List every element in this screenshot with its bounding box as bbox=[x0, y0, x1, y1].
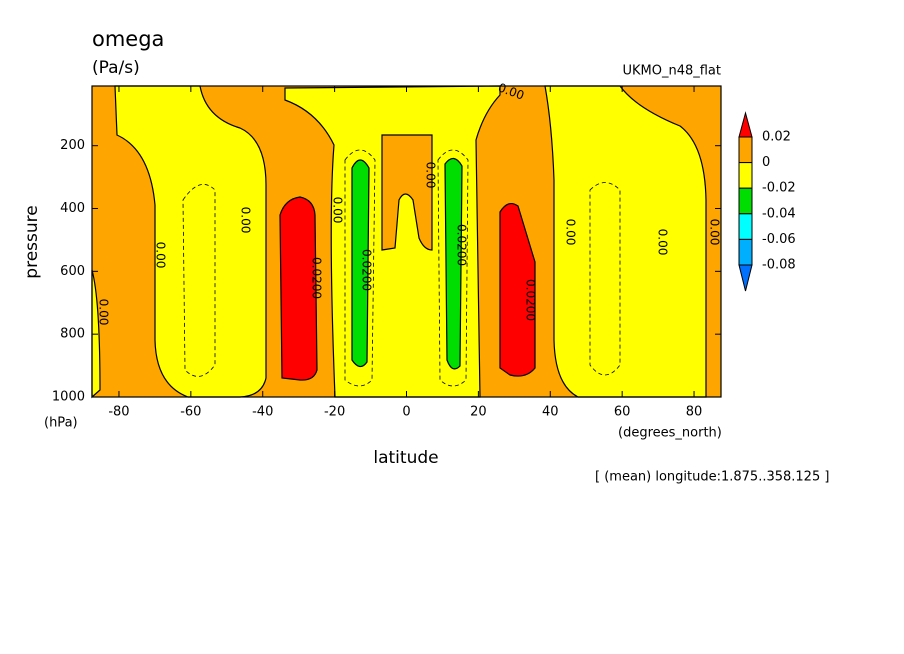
colorbar-label: 0.02 bbox=[762, 130, 791, 145]
x-tick-label: 40 bbox=[542, 405, 559, 420]
y-tick-label: 800 bbox=[60, 327, 85, 342]
contour-fill bbox=[381, 134, 433, 251]
colorbar-label: -0.02 bbox=[762, 181, 796, 196]
contour-label: 0.00 bbox=[239, 207, 253, 234]
colorbar-cell bbox=[738, 238, 753, 266]
contour-fill bbox=[351, 159, 370, 368]
y-units: (hPa) bbox=[44, 416, 78, 431]
contour-fill bbox=[91, 269, 101, 399]
colorbar-label: -0.06 bbox=[762, 232, 796, 247]
y-tick-label: 400 bbox=[60, 201, 85, 216]
contour-label: 0.00 bbox=[564, 219, 578, 246]
colorbar-cell bbox=[738, 264, 753, 292]
colorbar-label: -0.08 bbox=[762, 258, 796, 273]
colorbar-cell bbox=[738, 136, 753, 164]
x-tick-label: 60 bbox=[614, 405, 631, 420]
x-tick-label: 20 bbox=[470, 405, 487, 420]
y-tick-label: 600 bbox=[60, 264, 85, 279]
dataset-label: UKMO_n48_flat bbox=[622, 64, 721, 79]
colorbar-cell bbox=[738, 187, 753, 215]
y-tick-label: 1000 bbox=[52, 390, 85, 405]
y-axis-label: pressure bbox=[22, 205, 42, 278]
contour-label: 0.00 bbox=[656, 229, 670, 256]
contour-label: 0.0200 bbox=[524, 279, 538, 321]
contour-fill bbox=[444, 157, 463, 370]
colorbar-cell bbox=[738, 162, 753, 189]
contour-fill bbox=[279, 196, 318, 381]
x-tick-label: -60 bbox=[180, 405, 201, 420]
y-tick-label: 200 bbox=[60, 138, 85, 153]
colorbar-label: -0.04 bbox=[762, 206, 796, 221]
contour-label: 0.00 bbox=[154, 242, 168, 269]
x-axis-label: latitude bbox=[373, 448, 438, 468]
contour-label: 0.0200 bbox=[310, 257, 324, 299]
contour-line bbox=[344, 149, 376, 387]
colorbar-label: 0 bbox=[762, 155, 770, 170]
x-tick-label: 0 bbox=[402, 405, 410, 420]
x-tick-label: -40 bbox=[252, 405, 273, 420]
contour-label: 0.0200 bbox=[360, 249, 374, 291]
x-tick-label: -80 bbox=[108, 405, 129, 420]
x-tick-label: 80 bbox=[686, 405, 703, 420]
contour-fill bbox=[499, 202, 536, 377]
contour-label: 0.0200 bbox=[455, 224, 469, 266]
contour-label: 0.00 bbox=[708, 219, 722, 246]
contour-label: 0.00 bbox=[97, 299, 111, 326]
contour-label: 0.00 bbox=[424, 162, 438, 189]
x-tick-label: -20 bbox=[324, 405, 345, 420]
x-units: (degrees_north) bbox=[618, 426, 722, 441]
contour-line bbox=[182, 183, 216, 377]
footnote: [ (mean) longitude:1.875..358.125 ] bbox=[595, 470, 829, 485]
chart-title: omega bbox=[92, 27, 164, 51]
colorbar-cell bbox=[738, 213, 753, 240]
units: (Pa/s) bbox=[92, 58, 140, 78]
contour-label: 0.00 bbox=[331, 197, 345, 224]
contour-fill bbox=[114, 85, 267, 398]
